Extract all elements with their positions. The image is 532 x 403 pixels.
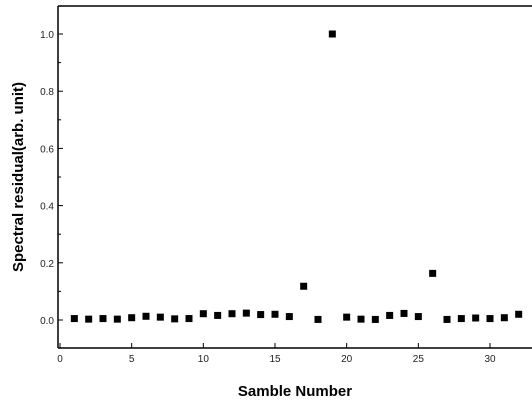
data-point (314, 315, 322, 323)
data-point (85, 315, 93, 323)
x-tick-label: 0 (57, 354, 63, 365)
data-point (386, 311, 394, 319)
data-point (371, 315, 379, 323)
y-axis-label: Spectral residual(arb. unit) (10, 82, 27, 272)
data-point (429, 269, 437, 277)
plot-frame (57, 5, 532, 349)
x-axis-ticks: 0 5 10 15 20 25 30 (57, 343, 496, 365)
data-point (185, 315, 193, 323)
x-tick-label: 5 (129, 354, 135, 365)
data-point (414, 313, 422, 321)
data-point (457, 315, 465, 323)
x-tick-label: 30 (484, 354, 496, 365)
data-point (70, 315, 78, 323)
x-tick-label: 15 (269, 354, 281, 365)
data-point (199, 310, 207, 318)
x-tick-label: 25 (413, 354, 425, 365)
data-point (343, 313, 351, 321)
y-tick-label: 0.4 (40, 202, 54, 213)
data-point (113, 315, 121, 323)
data-point (515, 310, 523, 318)
data-point (242, 309, 250, 317)
x-tick-label: 10 (198, 354, 210, 365)
data-point (472, 314, 480, 322)
data-point (156, 313, 164, 321)
data-point (257, 311, 265, 319)
data-point (500, 314, 508, 322)
data-point (357, 315, 365, 323)
y-tick-label: 0.0 (40, 316, 54, 327)
y-tick-label: 0.6 (40, 144, 54, 155)
data-point (300, 282, 308, 290)
data-point (171, 315, 179, 323)
data-point (142, 312, 150, 320)
y-tick-label: 0.2 (40, 259, 54, 270)
data-point (128, 314, 136, 322)
x-tick-label: 20 (341, 354, 353, 365)
data-point (271, 310, 279, 318)
y-tick-label: 1.0 (40, 30, 54, 41)
x-axis-label: Samble Number (238, 383, 352, 400)
data-point (486, 315, 494, 323)
data-point (285, 313, 293, 321)
data-point (99, 315, 107, 323)
data-point (328, 30, 336, 38)
data-point (228, 310, 236, 318)
y-tick-label: 0.8 (40, 87, 54, 98)
data-point (443, 315, 451, 323)
data-point (214, 311, 222, 319)
y-axis-ticks: 0.0 0.2 0.4 0.6 0.8 1.0 (40, 30, 63, 327)
data-point (400, 309, 408, 317)
data-points (70, 30, 523, 323)
